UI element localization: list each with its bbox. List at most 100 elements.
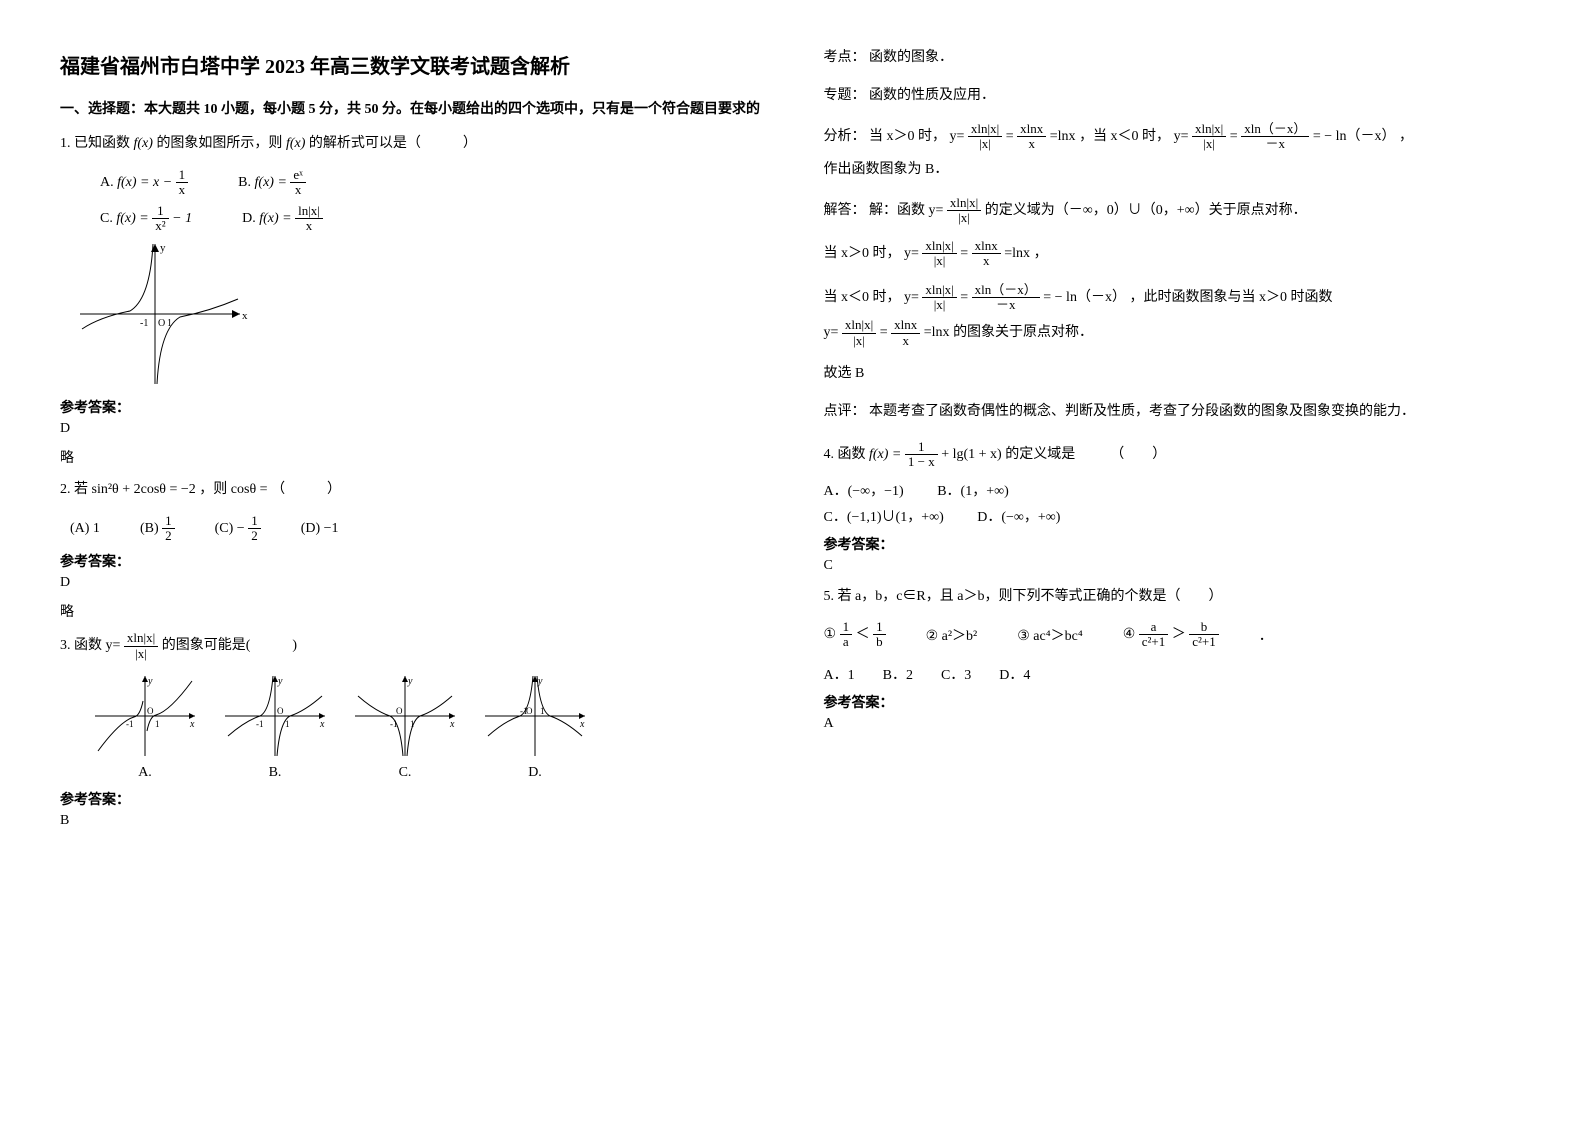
q5-i3: ③ ac⁴＞bc⁴ <box>1017 625 1082 645</box>
q2-expr: sin²θ + 2cosθ = −2 <box>92 482 196 497</box>
svg-text:O: O <box>147 706 154 716</box>
q5-o4an: a <box>1139 620 1169 635</box>
q2-optC-frac: 1 2 <box>248 514 261 544</box>
q4-fl: f(x) = <box>869 447 901 462</box>
jd2f1d: |x| <box>922 254 956 268</box>
jd4f2n: xlnx <box>891 318 920 333</box>
q2-optB-den: 2 <box>162 529 175 543</box>
fx-mlnx: = − ln（－x） <box>1313 129 1396 144</box>
q3-label-A: A. <box>90 765 200 781</box>
fx2: 作出函数图象为 B． <box>824 158 1528 178</box>
q1-options-row1: A. f(x) = x − 1 x B. f(x) = eˣ x <box>100 168 764 198</box>
q1-optA-frac: 1 x <box>176 168 189 198</box>
question-5: 5. 若 a，b，c∈R，且 a＞b，则下列不等式正确的个数是（ ） <box>824 584 1528 611</box>
q1-optC-den: x² <box>152 219 168 233</box>
q5-o4ad: c²+1 <box>1139 635 1169 649</box>
zt-label: 专题： <box>824 88 866 103</box>
q5-gt: ＞ <box>1172 627 1186 642</box>
q5-o1bn: 1 <box>873 620 886 635</box>
q5-o1bd: b <box>873 635 886 649</box>
q4-optB: B．(1，+∞) <box>937 484 1009 499</box>
q2-optA: (A) 1 <box>70 521 100 537</box>
jd3b: ，此时函数图象与当 x＞0 时函数 <box>1129 290 1332 305</box>
jieda: 解答： 解：函数 y= xln|x||x| 的定义域为（－∞，0）∪（0，+∞）… <box>824 196 1528 226</box>
svg-text:O: O <box>396 706 403 716</box>
q4-stem-b: 的定义域是 （ ） <box>1005 447 1166 462</box>
q1-optB-num: eˣ <box>290 168 306 183</box>
q1-optA: A. f(x) = x − 1 x <box>100 168 188 198</box>
q2-optB-num: 1 <box>162 514 175 529</box>
question-3: 3. 函数 y= xln|x| |x| 的图象可能是( ) <box>60 631 764 661</box>
q1-graph-ylabel: y <box>160 242 166 254</box>
svg-text:1: 1 <box>540 706 545 716</box>
jd4f2d: x <box>891 334 920 348</box>
jd3a: 当 x＜0 时， <box>824 290 901 305</box>
q1-optC: C. f(x) = 1 x² − 1 <box>100 204 192 234</box>
fx-f4n: xln（－x） <box>1241 122 1309 137</box>
q1-optD-num: ln|x| <box>295 204 323 219</box>
jd4f1d: |x| <box>842 334 876 348</box>
jd2a: 当 x＞0 时， <box>824 246 901 261</box>
jd4-y: y= <box>824 325 839 340</box>
q1-optC-label: C. <box>100 211 113 226</box>
q3-num: xln|x| <box>124 631 158 646</box>
q5-o1ad: a <box>840 635 853 649</box>
question-2: 2. 若 sin²θ + 2cosθ = −2 ，则 cosθ = （ ） <box>60 477 764 504</box>
q4-plus: + lg(1 + x) <box>941 447 1002 462</box>
q1-optA-num: 1 <box>176 168 189 183</box>
fx-label: 分析： <box>824 129 866 144</box>
q5-lt: ＜ <box>856 627 870 642</box>
q3-label-C: C. <box>350 765 460 781</box>
q1-optB-den: x <box>290 183 306 197</box>
fx-eq2: = <box>1230 129 1238 144</box>
q3-stem-a: 3. 函数 y= <box>60 638 120 653</box>
q5-answer: A <box>824 716 1528 732</box>
doc-title: 福建省福州市白塔中学 2023 年高三数学文联考试题含解析 <box>60 50 764 79</box>
fx1c: ， <box>1399 129 1413 144</box>
jd3f2d: －x <box>972 298 1040 312</box>
jd4r: =lnx <box>924 325 950 340</box>
q1-fx2: f(x) <box>286 136 305 151</box>
jd2-eq1: = <box>960 246 968 261</box>
q5-c2: ② <box>926 629 939 644</box>
fx-f2d: x <box>1017 137 1046 151</box>
right-column: 考点： 函数的图象． 专题： 函数的性质及应用． 分析： 当 x＞0 时， y=… <box>824 40 1528 839</box>
q1-optA-label: A. <box>100 175 114 190</box>
svg-text:y: y <box>147 676 153 687</box>
q5-answer-label: 参考答案： <box>824 692 1528 712</box>
q1-optD-den: x <box>295 219 323 233</box>
q2-stem-b: ，则 <box>199 482 227 497</box>
q1-answer: D <box>60 421 764 437</box>
q2-optC-den: 2 <box>248 529 261 543</box>
jd4b: 的图象关于原点对称． <box>953 325 1093 340</box>
section-heading: 一、选择题：本大题共 10 小题，每小题 5 分，共 50 分。在每小题给出的四… <box>60 99 764 121</box>
q3-label-B: B. <box>220 765 330 781</box>
q3-graph-B: y x -1 1 O B. <box>220 671 330 781</box>
q5-c4: ④ <box>1123 627 1136 642</box>
q1-optB: B. f(x) = eˣ x <box>238 168 306 198</box>
fx-f3d: |x| <box>1192 137 1226 151</box>
jd3r: = − ln（－x） <box>1043 290 1126 305</box>
jd3f2n: xln（－x） <box>972 283 1040 298</box>
zt-value: 函数的性质及应用． <box>869 88 995 103</box>
q4-answer-label: 参考答案： <box>824 534 1528 554</box>
q1-optC-expr-r: − 1 <box>172 211 192 226</box>
jd2f2n: xlnx <box>972 239 1001 254</box>
svg-text:y: y <box>407 676 413 687</box>
q1-graph-neg1: -1 <box>140 318 148 329</box>
fx-f4d: －x <box>1241 137 1309 151</box>
fenxi: 分析： 当 x＞0 时， y= xln|x||x| = xlnxx =lnx ，… <box>824 122 1528 152</box>
jd3: 当 x＜0 时， y= xln|x||x| = xln（－x）－x = − ln… <box>824 283 1528 313</box>
q5-c3: ③ <box>1017 629 1030 644</box>
q4-row2: C．(−1,1)∪(1，+∞) D．(−∞，+∞) <box>824 506 1528 526</box>
q3-graph-C: y x -1 1 O C. <box>350 671 460 781</box>
q1-graph-origin: O <box>158 318 165 329</box>
q5-o1an: 1 <box>840 620 853 635</box>
q4-answer: C <box>824 558 1528 574</box>
q1-fx1: f(x) <box>134 136 153 151</box>
q1-optA-expr-l: f(x) = x − <box>117 175 172 190</box>
jd2b: ， <box>1034 246 1048 261</box>
q3-answer: B <box>60 813 764 829</box>
q1-optC-frac: 1 x² <box>152 204 168 234</box>
q2-optC: (C) − 1 2 <box>215 514 261 544</box>
